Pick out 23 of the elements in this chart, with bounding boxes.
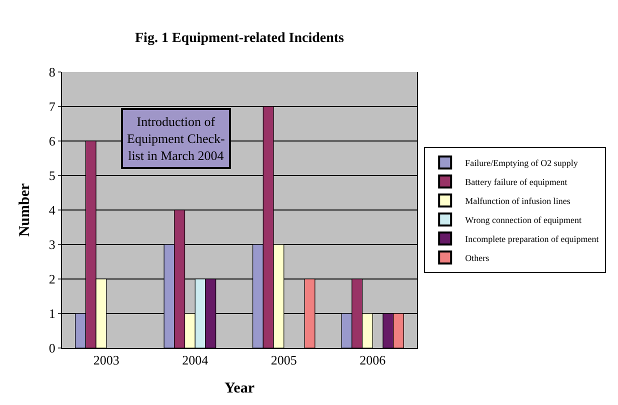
y-tick-label: 6	[48, 134, 56, 149]
legend-label: Failure/Emptying of O2 supply	[465, 158, 578, 168]
legend-label: Wrong connection of equipment	[465, 215, 582, 226]
y-tick-label: 1	[48, 306, 56, 322]
chart-title: Fig. 1 Equipment-related Incidents	[135, 31, 345, 46]
x-tick-label: 2006	[360, 352, 386, 368]
x-axis-title: Year	[224, 380, 255, 397]
y-tick-label: 8	[48, 64, 56, 80]
y-tick-label: 4	[48, 202, 56, 218]
y-tick-label: 7	[48, 99, 56, 114]
x-tick-label: 2005	[270, 352, 297, 368]
y-tick-label: 2	[48, 272, 56, 287]
y-axis-title: Number	[17, 182, 34, 237]
x-tick-label: 2004	[182, 352, 209, 368]
legend-label: Others	[465, 253, 490, 264]
legend-label: Incomplete preparation of equipment	[465, 234, 600, 244]
y-tick-label: 0	[48, 340, 56, 356]
y-tick-label: 5	[48, 168, 56, 184]
x-tick-label: 2003	[93, 352, 120, 368]
annotation: Introduction of Equipment Check- list in March 2004	[127, 114, 225, 163]
y-tick-label: 3	[48, 237, 56, 252]
legend-label: Battery failure of equipment	[465, 177, 568, 188]
legend-label: Malfunction of infusion lines	[465, 196, 571, 206]
